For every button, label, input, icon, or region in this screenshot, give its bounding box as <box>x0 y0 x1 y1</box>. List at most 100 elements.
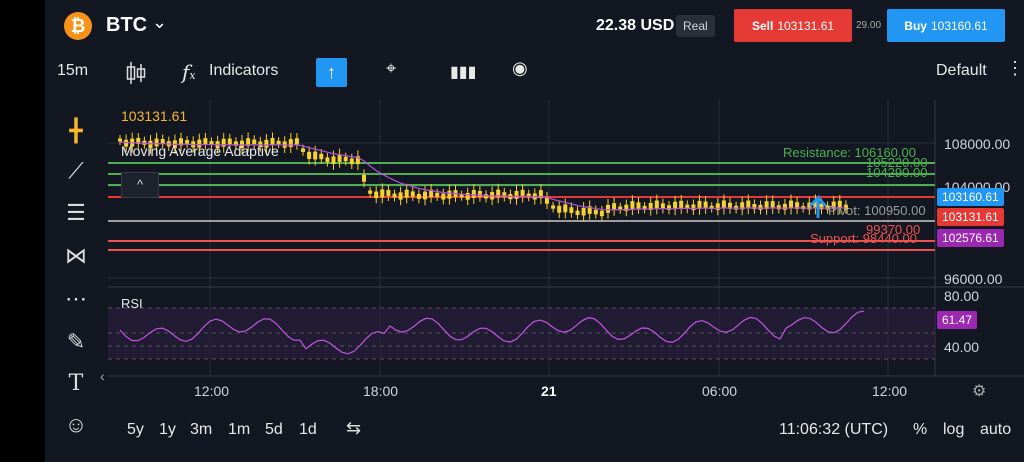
candle-body <box>709 205 714 210</box>
resistance-level-label: 105220.00 <box>866 155 928 170</box>
log-toggle[interactable]: log <box>943 421 965 438</box>
eye-icon[interactable]: ◉ <box>512 58 528 78</box>
function-icon[interactable]: fx <box>182 60 196 84</box>
support-level-label: 99370.00 <box>866 222 921 237</box>
more-icon[interactable]: ⋮ <box>1006 58 1024 78</box>
sell-button[interactable]: Sell 103131.61 <box>734 9 852 42</box>
resistance-label: Resistance: 106160.00 <box>783 145 916 160</box>
indicator-collapse-button[interactable]: ^ <box>121 172 159 198</box>
candle-body <box>423 191 427 200</box>
candle-body <box>124 139 129 147</box>
account-type-badge[interactable]: Real <box>676 15 715 37</box>
range-1m[interactable]: 1m <box>228 421 251 438</box>
candle-body <box>746 200 751 209</box>
time-axis-label: 06:00 <box>702 383 738 399</box>
candlestick-icon[interactable] <box>124 60 148 86</box>
candle-body <box>416 193 421 199</box>
trading-app <box>45 0 1024 462</box>
support-label: Support: 98440.00 <box>810 231 917 246</box>
candle-body <box>728 202 732 209</box>
collapse-toolbar-icon[interactable]: ‹ <box>100 368 105 384</box>
candle-body <box>642 205 647 210</box>
resistance-level-label: 104290.00 <box>866 165 928 180</box>
chevron-down-icon[interactable]: ⌄ <box>152 12 168 32</box>
candle-body <box>331 156 336 165</box>
candle-body <box>606 204 610 213</box>
fib-icon[interactable]: ⋯ <box>65 286 87 311</box>
candle-body <box>575 210 580 215</box>
cursor-icon[interactable]: ⌖ <box>386 58 397 78</box>
candle-body <box>368 190 373 194</box>
candle-body <box>240 140 244 149</box>
candle-body <box>343 156 348 162</box>
last-price: 103131.61 <box>121 108 188 124</box>
bar-chart-icon[interactable]: ▮▮▮ <box>450 64 477 81</box>
goto-date-icon[interactable]: ⇆ <box>346 418 362 438</box>
rsi-line <box>119 310 865 355</box>
candle-body <box>429 189 434 198</box>
candle-body <box>301 148 305 152</box>
candle-body <box>471 189 476 198</box>
candle-body <box>612 203 617 211</box>
candle-body <box>221 138 226 147</box>
range-1y[interactable]: 1y <box>159 421 176 438</box>
candle-body <box>526 193 531 198</box>
sell-label: Sell <box>751 18 774 33</box>
emoji-icon[interactable]: ☺ <box>64 412 88 437</box>
candle-body <box>789 200 793 209</box>
candle-body <box>563 204 568 213</box>
candle-body <box>410 191 415 197</box>
candle-body <box>185 140 190 144</box>
candle-body <box>233 141 238 146</box>
rsi-title[interactable]: RSI <box>121 296 143 311</box>
range-1d[interactable]: 1d <box>299 421 317 438</box>
time-axis-label: 12:00 <box>872 383 908 399</box>
candle-body <box>477 190 482 197</box>
trendline-icon[interactable]: ⟋ <box>68 158 84 183</box>
candle-body <box>654 200 659 209</box>
candle-body <box>496 189 501 198</box>
indicator-title[interactable]: Moving Average Adaptive <box>121 143 279 159</box>
template-selector[interactable]: Default <box>936 62 987 79</box>
candle-body <box>782 203 787 210</box>
range-5d[interactable]: 5d <box>265 421 283 438</box>
candle-body <box>667 205 671 210</box>
text-icon[interactable]: T <box>68 371 84 396</box>
indicators-button[interactable]: Indicators <box>209 62 279 79</box>
candle-body <box>831 201 836 209</box>
candle-body <box>538 190 543 199</box>
range-3m[interactable]: 3m <box>190 421 213 438</box>
interval-selector[interactable]: 15m <box>57 62 89 79</box>
candle-body <box>758 204 763 210</box>
candle-body <box>246 138 251 146</box>
auto-toggle[interactable]: auto <box>980 421 1012 438</box>
candle-body <box>288 139 293 148</box>
buy-button[interactable]: Buy 103160.61 <box>887 9 1005 42</box>
settings-icon[interactable]: ⚙ <box>972 383 987 400</box>
candle-body <box>679 200 684 209</box>
range-5y[interactable]: 5y <box>127 421 144 438</box>
brush-icon[interactable]: ✎ <box>66 329 86 354</box>
candle-body <box>630 201 635 210</box>
horizontal-lines-icon[interactable]: ☰ <box>66 200 86 225</box>
candle-body <box>276 140 281 145</box>
utc-clock: 11:06:32 (UTC) <box>779 421 889 438</box>
candle-body <box>557 205 562 213</box>
candle-body <box>435 192 440 197</box>
system-bar <box>0 0 45 462</box>
bitcoin-icon: ₿ <box>64 12 92 40</box>
symbol-selector[interactable]: BTC <box>106 14 148 36</box>
candle-body <box>660 203 665 209</box>
account-balance: 22.38 USD <box>596 17 675 34</box>
candle-body <box>313 151 318 160</box>
crosshair-icon[interactable]: ╋ <box>69 118 83 143</box>
arrow-up-icon[interactable]: ↑ <box>316 58 347 87</box>
candle-body <box>459 194 464 198</box>
percent-toggle[interactable]: % <box>913 421 928 438</box>
candle-body <box>118 138 122 142</box>
candle-body <box>160 138 165 144</box>
candle-body <box>593 209 598 215</box>
candle-body <box>581 207 586 216</box>
pattern-icon[interactable]: ⋈ <box>65 243 87 268</box>
